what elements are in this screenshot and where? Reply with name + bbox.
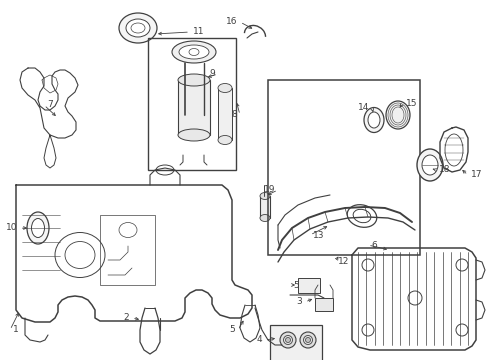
Ellipse shape bbox=[218, 135, 231, 144]
Ellipse shape bbox=[367, 112, 379, 128]
Text: 10: 10 bbox=[5, 224, 17, 233]
Bar bbox=[314, 298, 332, 311]
Ellipse shape bbox=[260, 193, 269, 199]
Ellipse shape bbox=[119, 13, 157, 43]
Bar bbox=[297, 278, 319, 293]
Text: 8: 8 bbox=[231, 111, 237, 120]
Ellipse shape bbox=[305, 337, 310, 342]
Ellipse shape bbox=[31, 219, 44, 238]
Text: 11: 11 bbox=[193, 27, 204, 36]
Bar bbox=[260, 196, 269, 218]
Text: 12: 12 bbox=[337, 257, 348, 266]
Text: 4: 4 bbox=[256, 336, 262, 345]
Text: 7: 7 bbox=[47, 100, 53, 109]
Text: 15: 15 bbox=[405, 99, 417, 108]
Ellipse shape bbox=[421, 155, 437, 175]
Ellipse shape bbox=[416, 149, 442, 181]
Ellipse shape bbox=[260, 215, 269, 221]
Text: 5: 5 bbox=[292, 280, 298, 289]
Ellipse shape bbox=[361, 324, 373, 336]
Ellipse shape bbox=[361, 259, 373, 271]
Ellipse shape bbox=[407, 291, 421, 305]
Ellipse shape bbox=[455, 324, 467, 336]
Bar bbox=[100, 215, 155, 285]
Ellipse shape bbox=[27, 212, 49, 244]
Text: 19: 19 bbox=[263, 185, 274, 194]
Text: 13: 13 bbox=[312, 230, 324, 239]
Bar bbox=[178, 80, 209, 135]
Bar bbox=[269, 325, 321, 360]
Ellipse shape bbox=[385, 101, 409, 129]
Text: 2: 2 bbox=[123, 314, 129, 323]
Ellipse shape bbox=[178, 129, 209, 141]
Text: 16: 16 bbox=[225, 18, 237, 27]
Ellipse shape bbox=[218, 84, 231, 93]
Ellipse shape bbox=[285, 337, 290, 342]
Ellipse shape bbox=[280, 332, 295, 348]
Ellipse shape bbox=[178, 74, 209, 86]
Text: 3: 3 bbox=[296, 297, 302, 306]
Text: 5: 5 bbox=[229, 325, 235, 334]
Text: 6: 6 bbox=[370, 240, 376, 249]
Ellipse shape bbox=[126, 19, 150, 37]
Ellipse shape bbox=[363, 108, 383, 132]
Bar bbox=[218, 88, 231, 140]
Ellipse shape bbox=[455, 259, 467, 271]
Ellipse shape bbox=[179, 45, 208, 59]
Text: 1: 1 bbox=[13, 325, 19, 334]
Bar bbox=[148, 38, 236, 170]
Ellipse shape bbox=[172, 41, 216, 63]
Bar bbox=[267, 80, 419, 255]
Text: 14: 14 bbox=[357, 104, 368, 112]
Text: 17: 17 bbox=[470, 171, 482, 180]
Ellipse shape bbox=[299, 332, 315, 348]
Text: 9: 9 bbox=[209, 69, 215, 78]
Text: 18: 18 bbox=[438, 166, 449, 175]
